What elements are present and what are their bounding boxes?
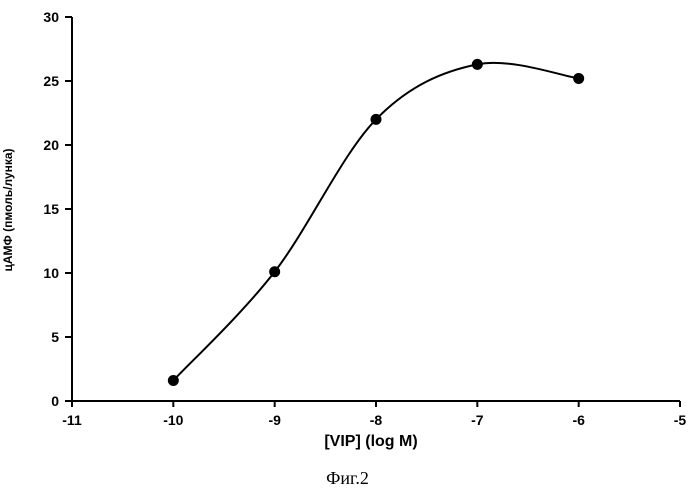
data-point [573, 73, 584, 84]
x-tick-label: -5 [674, 412, 687, 428]
x-tick-label: -11 [62, 412, 82, 428]
y-tick-label: 0 [51, 393, 59, 409]
x-tick-label: -8 [370, 412, 383, 428]
figure-caption: Фиг.2 [0, 468, 695, 489]
series-layer [168, 59, 584, 386]
data-point [472, 59, 483, 70]
x-axis-title: [VIP] (log M) [324, 433, 417, 450]
y-tick-label: 10 [43, 265, 59, 281]
data-point [168, 375, 179, 386]
y-tick-label: 20 [43, 137, 59, 153]
y-tick-label: 25 [43, 73, 59, 89]
series-line [173, 63, 578, 381]
x-tick-label: -9 [268, 412, 281, 428]
data-point [269, 266, 280, 277]
y-tick-label: 15 [43, 201, 59, 217]
y-axis-title: цАМФ (пмоль/лунка) [1, 148, 15, 271]
y-axis: 0 5 10 15 20 25 30 [43, 9, 72, 409]
data-point [371, 114, 382, 125]
x-tick-label: -10 [163, 412, 183, 428]
x-axis: -11 -10 -9 -8 -7 -6 -5 [62, 401, 686, 428]
y-tick-label: 5 [51, 329, 59, 345]
x-tick-label: -7 [471, 412, 484, 428]
x-tick-label: -6 [572, 412, 585, 428]
y-tick-label: 30 [43, 9, 59, 25]
